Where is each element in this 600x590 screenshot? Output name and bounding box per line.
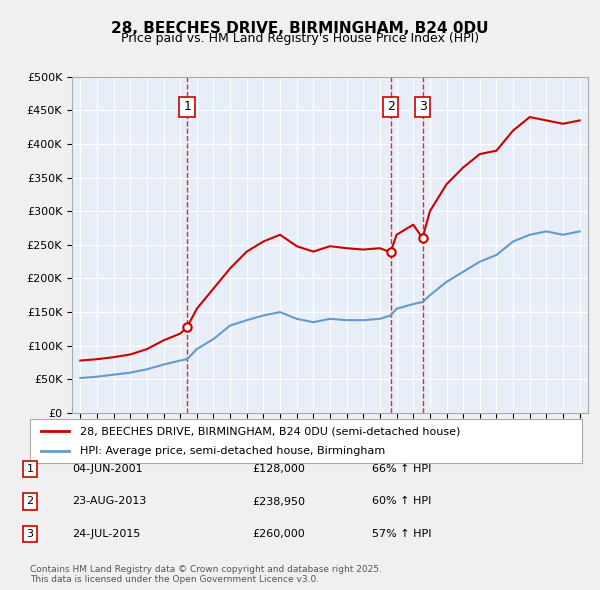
Text: 28, BEECHES DRIVE, BIRMINGHAM, B24 0DU (semi-detached house): 28, BEECHES DRIVE, BIRMINGHAM, B24 0DU (… <box>80 427 460 436</box>
Text: Contains HM Land Registry data © Crown copyright and database right 2025.
This d: Contains HM Land Registry data © Crown c… <box>30 565 382 584</box>
Text: 2: 2 <box>26 497 34 506</box>
Text: 2: 2 <box>386 100 395 113</box>
Text: 1: 1 <box>26 464 34 474</box>
Text: 57% ↑ HPI: 57% ↑ HPI <box>372 529 431 539</box>
Text: 60% ↑ HPI: 60% ↑ HPI <box>372 497 431 506</box>
Text: HPI: Average price, semi-detached house, Birmingham: HPI: Average price, semi-detached house,… <box>80 446 385 455</box>
Text: 66% ↑ HPI: 66% ↑ HPI <box>372 464 431 474</box>
Text: 3: 3 <box>419 100 427 113</box>
Text: 28, BEECHES DRIVE, BIRMINGHAM, B24 0DU: 28, BEECHES DRIVE, BIRMINGHAM, B24 0DU <box>111 21 489 35</box>
Text: 04-JUN-2001: 04-JUN-2001 <box>72 464 143 474</box>
Text: 1: 1 <box>183 100 191 113</box>
Text: Price paid vs. HM Land Registry's House Price Index (HPI): Price paid vs. HM Land Registry's House … <box>121 32 479 45</box>
Text: £260,000: £260,000 <box>252 529 305 539</box>
Text: 3: 3 <box>26 529 34 539</box>
Text: £128,000: £128,000 <box>252 464 305 474</box>
Text: 24-JUL-2015: 24-JUL-2015 <box>72 529 140 539</box>
Text: 23-AUG-2013: 23-AUG-2013 <box>72 497 146 506</box>
Text: £238,950: £238,950 <box>252 497 305 506</box>
